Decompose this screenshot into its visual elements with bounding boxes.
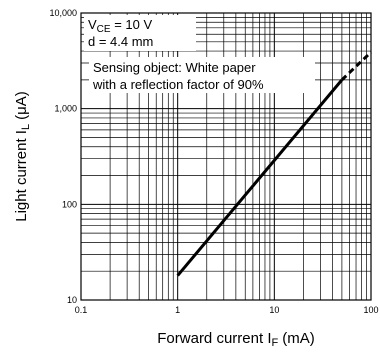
annotation-object-line1: Sensing object: White paper [93, 60, 256, 75]
x-tick-label: 100 [363, 305, 378, 315]
annotation-object-line2: with a reflection factor of 90% [92, 77, 264, 92]
x-axis-label-name: Forward current [157, 330, 264, 347]
annotation-vce-value: = 10 V [111, 17, 153, 32]
x-tick-label: 1 [175, 305, 180, 315]
y-axis-label-symbol: I [13, 130, 30, 134]
x-axis-label-symbol: I [267, 330, 271, 347]
tick-labels: 0.1 1 10 100 10 100 1,000 10,000 [49, 8, 378, 315]
annotation-box-object [89, 57, 315, 93]
annotation-vce-subscript: CE [97, 24, 111, 35]
x-axis-label-subscript: F [271, 337, 278, 349]
y-axis-label-unit: (μA) [13, 91, 30, 120]
x-tick-label: 0.1 [75, 305, 88, 315]
y-tick-label: 10 [67, 295, 77, 305]
x-axis-label: Forward current IF (mA) [157, 330, 314, 349]
y-tick-label: 1,000 [54, 104, 77, 114]
annotation-vce-symbol: V [88, 17, 97, 32]
x-tick-label: 10 [269, 305, 279, 315]
series-line-dashed [340, 51, 373, 81]
data-series [176, 51, 373, 277]
x-axis-label-unit: (mA) [282, 330, 315, 347]
y-axis-label-subscript: L [20, 124, 32, 130]
y-tick-label: 100 [62, 199, 77, 209]
grid-lines [80, 13, 371, 301]
annotation-vce: VCE = 10 V [88, 17, 152, 35]
annotation-distance: d = 4.4 mm [88, 34, 153, 49]
y-axis-label-name: Light current [13, 138, 30, 222]
plot-frame [80, 12, 372, 301]
y-tick-label: 10,000 [49, 8, 77, 18]
series-line-solid [176, 78, 344, 277]
annotation-box-conditions [84, 15, 196, 51]
y-axis-label: Light current IL (μA) [13, 91, 32, 222]
